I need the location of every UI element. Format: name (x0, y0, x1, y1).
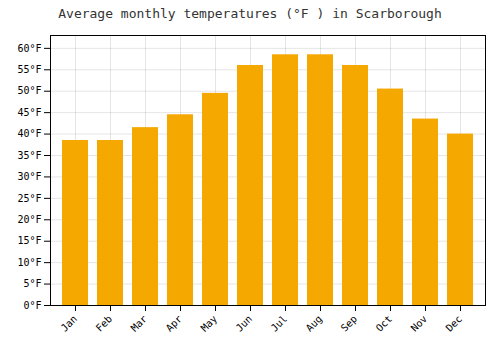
svg-text:Jun: Jun (234, 313, 255, 334)
svg-text:Jul: Jul (269, 313, 290, 334)
svg-text:20°F: 20°F (17, 214, 41, 225)
svg-text:30°F: 30°F (17, 171, 41, 182)
svg-text:Oct: Oct (374, 313, 395, 334)
svg-text:55°F: 55°F (17, 64, 41, 75)
svg-text:5°F: 5°F (23, 278, 41, 289)
svg-text:0°F: 0°F (23, 300, 41, 311)
svg-text:Mar: Mar (129, 313, 150, 334)
html-text:Average monthly temperatures (: Average monthly temperatures (°F ) in Sc… (58, 6, 442, 21)
svg-text:Apr: Apr (164, 313, 185, 334)
svg-text:35°F: 35°F (17, 150, 41, 161)
svg-text:Nov: Nov (409, 313, 430, 334)
svg-text:Feb: Feb (94, 313, 115, 334)
svg-text:Dec: Dec (444, 313, 465, 334)
svg-text:60°F: 60°F (17, 43, 41, 54)
svg-text:10°F: 10°F (17, 257, 41, 268)
svg-text:15°F: 15°F (17, 235, 41, 246)
svg-text:May: May (199, 313, 220, 334)
svg-text:45°F: 45°F (17, 107, 41, 118)
svg-text:Aug: Aug (304, 313, 325, 334)
svg-text:Sep: Sep (339, 313, 360, 334)
svg-text:25°F: 25°F (17, 193, 41, 204)
svg-text:40°F: 40°F (17, 128, 41, 139)
svg-text:Jan: Jan (59, 313, 80, 334)
svg-text:50°F: 50°F (17, 85, 41, 96)
